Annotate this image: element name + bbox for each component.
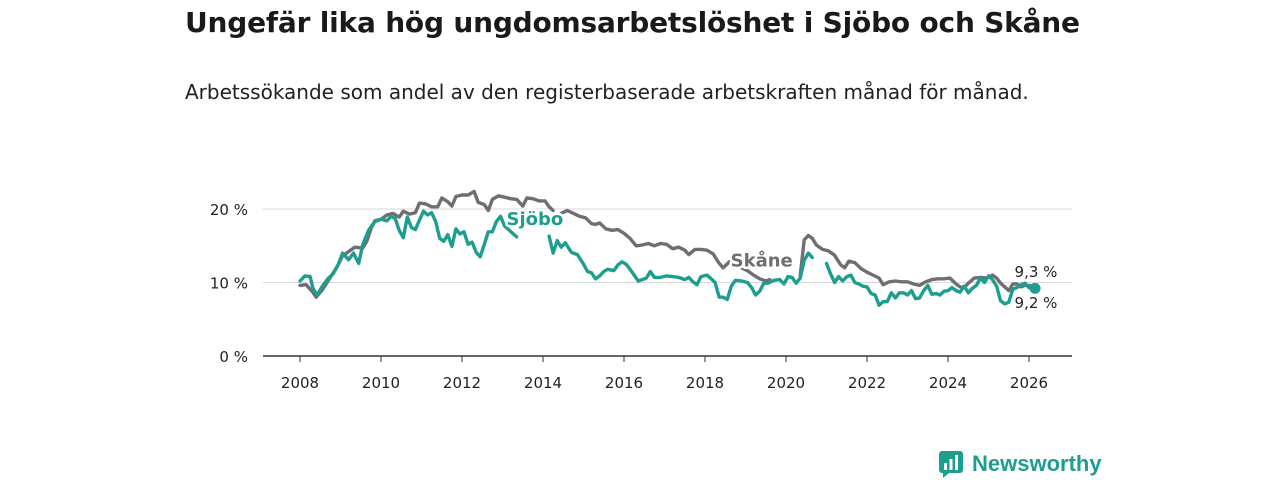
end-label-skane: 9,3 % xyxy=(1015,263,1058,281)
x-tick-label: 2026 xyxy=(1010,374,1048,392)
series-line-skane xyxy=(559,208,772,283)
chart-title: Ungefär lika hög ungdomsarbetslöshet i S… xyxy=(185,6,1080,39)
series-label-skane: Skåne xyxy=(731,249,793,271)
y-tick-label: 20 % xyxy=(210,201,248,219)
end-label-sjobo: 9,2 % xyxy=(1015,294,1058,312)
x-tick-label: 2018 xyxy=(686,374,724,392)
series-line-sjobo xyxy=(824,261,1037,307)
x-tick-label: 2012 xyxy=(443,374,481,392)
x-tick-label: 2016 xyxy=(605,374,643,392)
brand-name: Newsworthy xyxy=(972,451,1102,476)
x-tick-label: 2022 xyxy=(848,374,886,392)
x-tick-label: 2008 xyxy=(281,374,319,392)
brand-logo[interactable]: Newsworthy xyxy=(938,450,1102,478)
series-line-sjobo xyxy=(547,234,814,302)
series-label-halo-sjobo: Sjöbo xyxy=(507,209,564,230)
y-tick-label: 10 % xyxy=(210,275,248,293)
chart-subtitle: Arbetssökande som andel av den registerb… xyxy=(185,80,1029,104)
x-tick-label: 2020 xyxy=(767,374,805,392)
series-line-sjobo xyxy=(298,209,519,297)
newsworthy-logo-icon xyxy=(939,451,963,478)
x-tick-label: 2024 xyxy=(929,374,967,392)
x-tick-label: 2010 xyxy=(362,374,400,392)
series-label-halo-skane: Skåne xyxy=(731,249,793,271)
series-line-skane xyxy=(798,233,1037,293)
x-tick-label: 2014 xyxy=(524,374,562,392)
series-label-sjobo: Sjöbo xyxy=(507,209,564,230)
end-point-sjobo xyxy=(1029,282,1041,294)
y-tick-label: 0 % xyxy=(219,348,248,366)
series-line-skane xyxy=(298,189,555,299)
